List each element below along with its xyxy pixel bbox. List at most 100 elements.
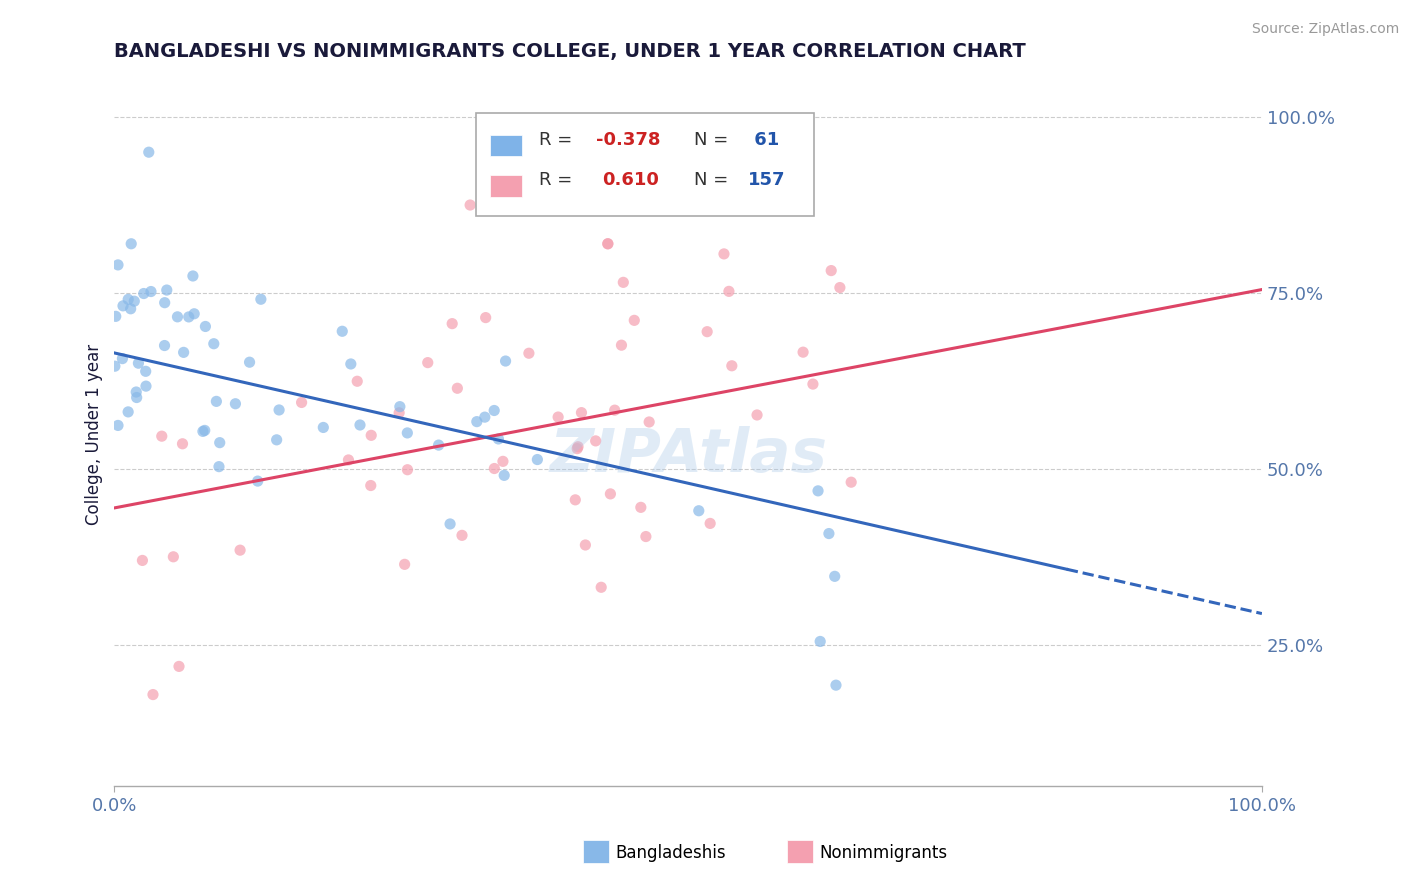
Point <box>238 355 260 369</box>
Point <box>439 516 461 531</box>
Point <box>117 405 139 419</box>
Point <box>717 285 740 299</box>
Point <box>142 688 165 702</box>
Point <box>458 198 481 212</box>
Point <box>150 429 173 443</box>
Text: 61: 61 <box>748 130 779 149</box>
Point <box>135 364 157 378</box>
Point <box>191 425 214 439</box>
Text: 0.610: 0.610 <box>602 171 659 189</box>
Point <box>120 236 142 251</box>
Point <box>427 438 450 452</box>
Point <box>167 659 190 673</box>
Point <box>526 452 548 467</box>
Point <box>596 236 619 251</box>
Point <box>396 463 419 477</box>
Point <box>574 538 596 552</box>
Point <box>125 391 148 405</box>
Text: -0.378: -0.378 <box>596 130 661 149</box>
Point <box>266 433 288 447</box>
Y-axis label: College, Under 1 year: College, Under 1 year <box>86 343 103 524</box>
Point <box>839 475 862 490</box>
Point <box>808 634 831 648</box>
Point <box>825 678 848 692</box>
Point <box>208 435 231 450</box>
Point <box>111 299 134 313</box>
Point <box>596 236 619 251</box>
Point <box>120 301 142 316</box>
Point <box>745 408 768 422</box>
Point <box>360 478 382 492</box>
Point <box>492 454 515 468</box>
Point <box>139 285 162 299</box>
Point <box>156 283 179 297</box>
Point <box>495 354 517 368</box>
Point <box>202 336 225 351</box>
Point <box>696 325 718 339</box>
Point <box>117 293 139 307</box>
Point <box>107 418 129 433</box>
Text: Bangladeshis: Bangladeshis <box>616 844 727 862</box>
Point <box>564 492 586 507</box>
Point <box>494 468 516 483</box>
Point <box>713 247 735 261</box>
Point <box>634 530 657 544</box>
Point <box>451 528 474 542</box>
Point <box>807 483 830 498</box>
Text: Nonimmigrants: Nonimmigrants <box>820 844 948 862</box>
Point <box>824 569 846 583</box>
Point <box>104 359 127 374</box>
Point <box>630 500 652 515</box>
Point <box>246 474 269 488</box>
Point <box>465 415 488 429</box>
Point <box>388 400 411 414</box>
Text: 157: 157 <box>748 171 786 189</box>
Point <box>547 410 569 425</box>
Point <box>135 379 157 393</box>
Point <box>638 415 661 429</box>
Point <box>166 310 188 324</box>
Text: N =: N = <box>695 171 734 189</box>
Point <box>688 504 710 518</box>
Point <box>416 356 439 370</box>
Point <box>330 324 353 338</box>
Point <box>153 338 176 352</box>
Point <box>820 263 842 277</box>
Point <box>591 580 613 594</box>
Point <box>396 425 419 440</box>
Point <box>603 403 626 417</box>
Point <box>132 286 155 301</box>
FancyBboxPatch shape <box>475 113 814 216</box>
Point <box>173 345 195 359</box>
Point <box>612 276 634 290</box>
Point <box>138 145 160 160</box>
Point <box>474 410 496 425</box>
Point <box>567 440 589 454</box>
Point <box>346 374 368 388</box>
Point <box>250 292 273 306</box>
Point <box>571 406 593 420</box>
Point <box>340 357 363 371</box>
Point <box>360 428 382 442</box>
Text: N =: N = <box>695 130 734 149</box>
Point <box>585 434 607 448</box>
Point <box>721 359 744 373</box>
Point <box>162 549 184 564</box>
Point <box>312 420 335 434</box>
Point <box>111 351 134 366</box>
Text: BANGLADESHI VS NONIMMIGRANTS COLLEGE, UNDER 1 YEAR CORRELATION CHART: BANGLADESHI VS NONIMMIGRANTS COLLEGE, UN… <box>114 42 1026 61</box>
Point <box>177 310 200 324</box>
Point <box>125 384 148 399</box>
Point <box>394 558 416 572</box>
Point <box>446 381 468 395</box>
Point <box>474 310 496 325</box>
Point <box>183 307 205 321</box>
Point <box>567 442 589 456</box>
Point <box>482 403 505 417</box>
Point <box>517 346 540 360</box>
Point <box>127 356 149 370</box>
Point <box>801 377 824 392</box>
Point <box>107 258 129 272</box>
Point <box>172 437 194 451</box>
Point <box>205 394 228 409</box>
